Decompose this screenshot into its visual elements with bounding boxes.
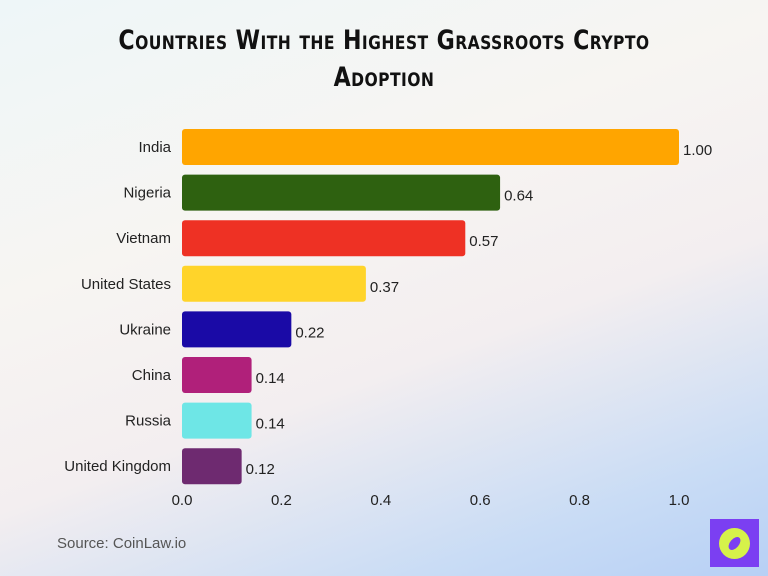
bar [182, 220, 466, 257]
source-text: Source: CoinLaw.io [57, 535, 187, 552]
compass-icon [710, 519, 759, 567]
data-label: 0.12 [246, 461, 275, 478]
x-tick-label: 0.8 [569, 492, 590, 509]
data-label: 0.14 [256, 370, 285, 387]
category-label: Nigeria [123, 185, 171, 202]
chart-title: Countries With the Highest Grassroots Cr… [118, 25, 650, 93]
bar [182, 129, 679, 165]
bar [182, 357, 252, 393]
data-label: 0.37 [370, 279, 399, 296]
category-label: United States [81, 276, 171, 293]
data-label: 0.57 [469, 233, 498, 250]
data-label: 0.22 [295, 324, 324, 341]
data-label: 1.00 [683, 142, 712, 159]
x-tick-label: 1.0 [669, 492, 690, 509]
x-tick-label: 0.0 [172, 492, 193, 509]
category-label: India [138, 139, 171, 156]
category-label: Vietnam [116, 230, 171, 247]
bar [182, 174, 501, 211]
data-label: 0.64 [504, 188, 533, 205]
category-label: China [132, 367, 172, 384]
bar [182, 402, 252, 439]
x-tick-label: 0.6 [470, 492, 491, 509]
bar [182, 311, 292, 348]
bar [182, 265, 366, 302]
x-tick-label: 0.2 [271, 492, 292, 509]
category-label: Ukraine [119, 321, 171, 338]
bar [182, 448, 242, 485]
category-label: United Kingdom [64, 458, 171, 475]
data-label: 0.14 [256, 416, 285, 433]
x-tick-label: 0.4 [370, 492, 391, 509]
category-label: Russia [125, 413, 172, 430]
